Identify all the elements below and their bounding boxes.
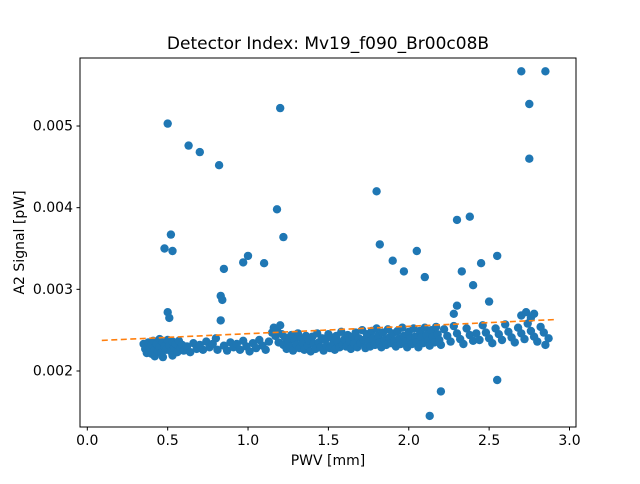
scatter-point <box>251 343 261 353</box>
scatter-point <box>163 119 172 128</box>
scatter-point <box>517 67 526 76</box>
scatter-point <box>195 147 204 157</box>
scatter-point <box>388 256 397 265</box>
scatter-point <box>520 334 529 344</box>
scatter-point <box>218 295 227 305</box>
x-tick-label: 2.0 <box>398 433 420 449</box>
scatter-point <box>457 267 466 276</box>
scatter-point <box>521 308 531 317</box>
scatter-point <box>272 205 282 214</box>
scatter-point <box>452 215 462 225</box>
scatter-point <box>239 258 248 267</box>
scatter-point <box>541 67 550 76</box>
scatter-point <box>279 232 288 242</box>
scatter-point <box>184 141 193 150</box>
scatter-point <box>261 345 270 354</box>
scatter-point <box>484 297 494 306</box>
scatter-point <box>245 347 254 356</box>
x-tick-label: 1.5 <box>317 433 339 449</box>
scatter-point <box>166 230 176 239</box>
scatter-point <box>459 339 468 349</box>
x-axis-ticks: 0.0 0.5 1.0 1.5 2.0 2.5 3.0 <box>76 427 581 449</box>
scatter-point <box>525 154 534 163</box>
scatter-point <box>412 246 421 256</box>
x-axis-label: PWV [mm] <box>291 453 366 469</box>
y-tick-label: 0.002 <box>33 363 73 379</box>
scatter-point <box>493 375 502 385</box>
scatter-point <box>541 340 550 350</box>
y-tick-label: 0.005 <box>33 119 73 135</box>
scatter-point <box>375 240 384 249</box>
x-tick-label: 0.0 <box>76 433 98 449</box>
scatter-point <box>544 334 553 343</box>
scatter-point <box>219 264 229 274</box>
plot-area-border <box>79 57 577 428</box>
scatter-point <box>222 346 232 355</box>
scatter-point <box>168 246 177 256</box>
scatter-point <box>425 411 434 421</box>
scatter-point <box>525 99 534 109</box>
scatter-point <box>276 321 285 330</box>
scatter-point <box>264 337 274 346</box>
scatter-point <box>533 337 542 346</box>
scatter-point <box>186 348 195 357</box>
scatter-point <box>372 324 381 333</box>
scatter-point <box>449 309 458 318</box>
scatter-point <box>449 321 458 331</box>
scatter-point <box>276 103 285 113</box>
y-tick-label: 0.003 <box>33 282 73 298</box>
scatter-point <box>436 387 446 396</box>
scatter-point <box>372 187 381 196</box>
y-axis-label: A2 Signal [pW] <box>12 190 28 294</box>
x-tick-label: 0.5 <box>157 433 179 449</box>
scatter-point <box>462 324 471 333</box>
scatter-point <box>472 329 481 338</box>
scatter-point <box>539 328 548 337</box>
scatter-point <box>243 251 253 261</box>
scatter-point <box>216 316 225 325</box>
scatter-point <box>214 161 224 170</box>
scatter-point <box>198 345 208 354</box>
y-tick-label: 0.004 <box>33 200 73 216</box>
scatter-point <box>165 313 174 323</box>
y-axis-ticks: 0.002 0.003 0.004 0.005 <box>33 119 80 379</box>
x-tick-label: 3.0 <box>558 433 580 449</box>
scatter-point <box>213 345 222 354</box>
scatter-point <box>452 301 462 310</box>
scatter-point <box>431 322 441 332</box>
scatter-point <box>160 244 169 253</box>
scatter-point <box>235 345 245 354</box>
scatter-point <box>158 352 168 362</box>
scatter-point <box>398 323 407 332</box>
scatter-point <box>476 259 486 268</box>
scatter-point <box>497 335 507 345</box>
scatter-points <box>139 67 553 421</box>
scatter-point <box>446 337 455 346</box>
x-tick-label: 2.5 <box>478 433 500 449</box>
scatter-point <box>529 309 539 318</box>
chart-title: Detector Index: Mv19_f090_Br00c08B <box>167 34 489 54</box>
scatter-point <box>399 267 409 276</box>
scatter-point <box>488 339 497 348</box>
scatter-point <box>468 281 478 290</box>
scatter-point <box>510 338 519 347</box>
scatter-point <box>259 259 269 268</box>
scatter-point <box>493 251 502 261</box>
scatter-point <box>420 272 429 282</box>
x-tick-label: 1.0 <box>237 433 259 449</box>
scatter-point <box>439 325 449 334</box>
scatter-point <box>475 335 484 345</box>
scatter-point <box>465 212 474 221</box>
scatter-point <box>436 340 446 350</box>
scatter-point <box>468 336 478 345</box>
scatter-point <box>211 334 221 343</box>
